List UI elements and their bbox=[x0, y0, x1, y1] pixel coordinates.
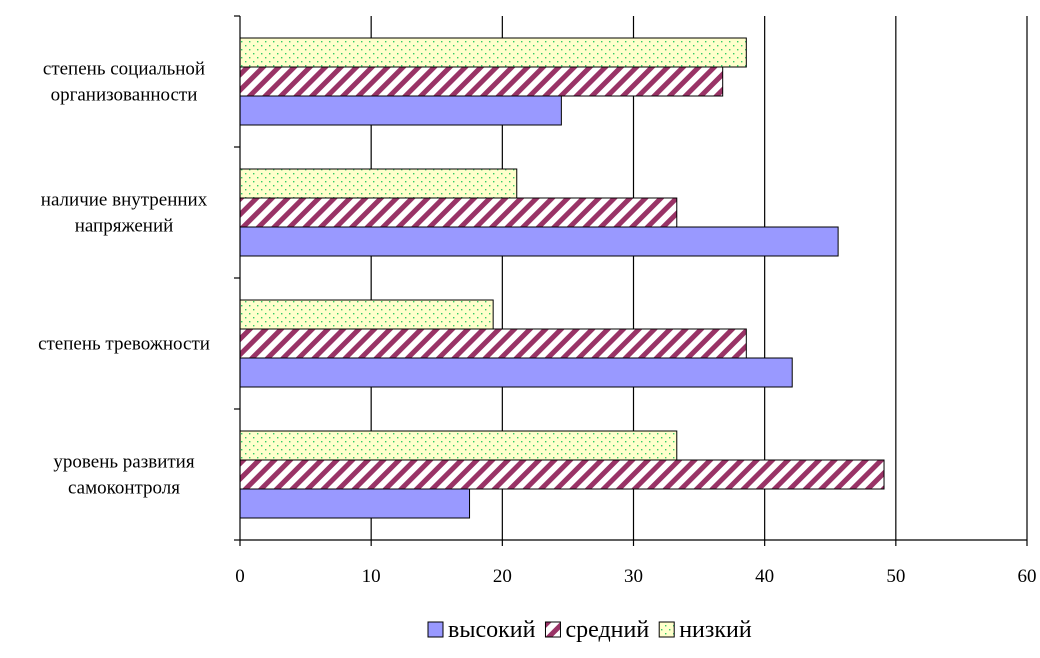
x-tick-label: 10 bbox=[362, 566, 381, 587]
category-label: напряжений bbox=[75, 216, 174, 237]
x-tick-label: 0 bbox=[235, 566, 245, 587]
category-labels: степень социальной организованности наличи… bbox=[38, 59, 210, 499]
legend-label: низкий bbox=[679, 617, 752, 643]
category-label: уровень развития bbox=[53, 452, 194, 473]
category-label: организованности bbox=[51, 85, 198, 106]
bar-средний bbox=[239, 197, 678, 228]
legend-label: высокий bbox=[448, 617, 536, 643]
bar-высокий bbox=[239, 226, 839, 257]
x-tick-label: 50 bbox=[886, 566, 905, 587]
bar-средний bbox=[239, 66, 724, 97]
x-tick-label: 20 bbox=[493, 566, 512, 587]
legend-swatch-низкий bbox=[658, 621, 675, 638]
category-label: степень социальной bbox=[43, 59, 205, 80]
bar-низкий bbox=[239, 168, 518, 199]
bar-средний bbox=[239, 459, 885, 490]
x-tick-label: 60 bbox=[1018, 566, 1037, 587]
bar-высокий bbox=[239, 357, 793, 388]
axes bbox=[234, 15, 1028, 546]
legend-swatch-средний bbox=[544, 621, 561, 638]
legend-label: средний bbox=[565, 617, 649, 643]
tick-labels: 0 10 20 30 40 50 60 bbox=[235, 566, 1036, 587]
bars bbox=[239, 37, 885, 519]
bar-высокий bbox=[239, 95, 562, 126]
legend: высокий средний низкий bbox=[427, 617, 752, 643]
x-tick-label: 40 bbox=[755, 566, 774, 587]
bar-средний bbox=[239, 328, 747, 359]
x-tick-label: 30 bbox=[624, 566, 643, 587]
bar-низкий bbox=[239, 430, 678, 461]
legend-swatch-высокий bbox=[427, 621, 444, 638]
bar-высокий bbox=[239, 488, 471, 519]
bar-низкий bbox=[239, 37, 747, 68]
bar-низкий bbox=[239, 299, 494, 330]
category-label: степень тревожности bbox=[38, 334, 210, 355]
category-label: наличие внутренних bbox=[41, 190, 208, 211]
category-label: самоконтроля bbox=[68, 478, 180, 499]
